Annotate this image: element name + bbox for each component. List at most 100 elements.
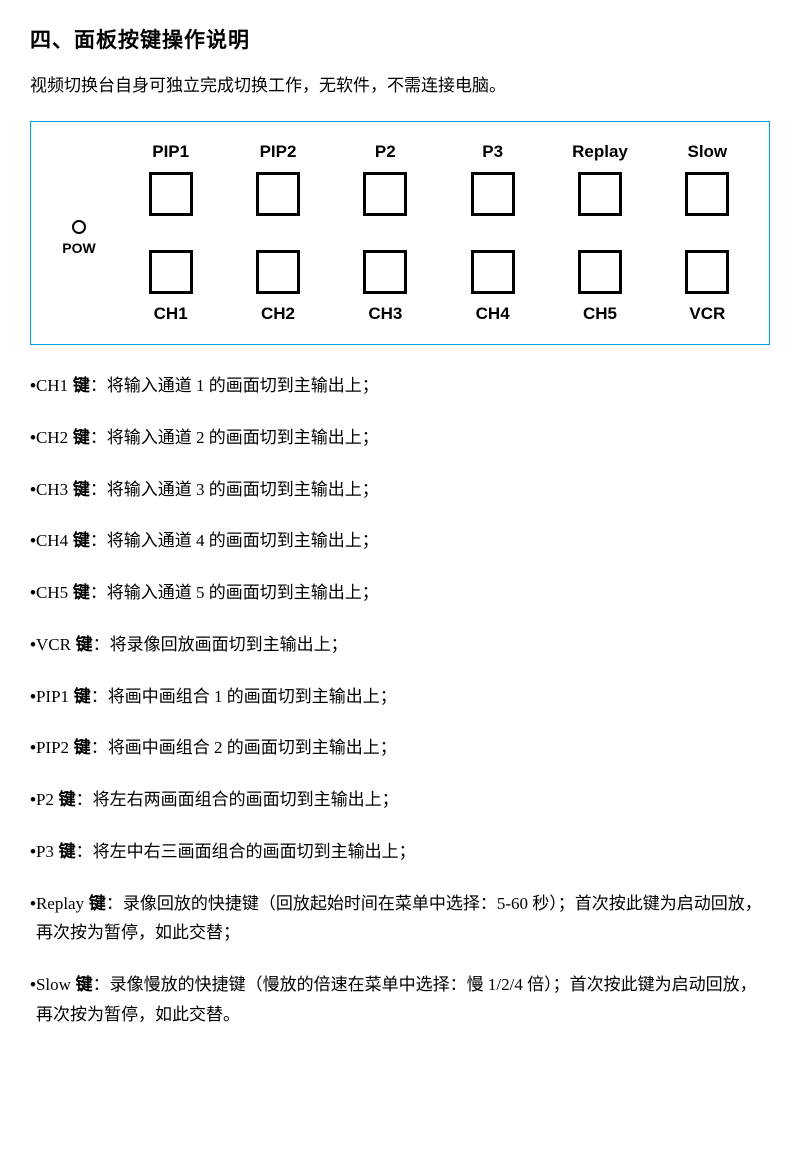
description-body: Replay 键：录像回放的快捷键（回放起始时间在菜单中选择：5-60 秒）；首… bbox=[36, 889, 770, 949]
button-icon bbox=[471, 250, 515, 294]
button-label: P3 bbox=[482, 142, 503, 162]
description-body: CH1 键：将输入通道 1 的画面切到主输出上； bbox=[36, 371, 770, 401]
power-indicator: POW bbox=[49, 220, 109, 256]
description-text: ：将输入通道 5 的画面切到主输出上； bbox=[90, 583, 379, 602]
key-bold-label: 键 bbox=[76, 635, 93, 654]
key-name: VCR bbox=[36, 635, 71, 654]
button-icon bbox=[149, 250, 193, 294]
button-grid: PIP1 PIP2 P2 P3 Replay Slow bbox=[127, 142, 751, 324]
list-item: •CH1 键：将输入通道 1 的画面切到主输出上； bbox=[30, 371, 770, 401]
button-label: VCR bbox=[689, 304, 725, 324]
button-icon bbox=[685, 250, 729, 294]
description-text: ：将画中画组合 1 的画面切到主输出上； bbox=[91, 687, 397, 706]
button-label: CH3 bbox=[368, 304, 402, 324]
description-body: Slow 键：录像慢放的快捷键（慢放的倍速在菜单中选择：慢 1/2/4 倍）；首… bbox=[36, 970, 770, 1030]
button-icon bbox=[256, 250, 300, 294]
description-body: P3 键：将左中右三画面组合的画面切到主输出上； bbox=[36, 837, 770, 867]
key-name: CH5 bbox=[36, 583, 68, 602]
button-icon bbox=[256, 172, 300, 216]
button-label: CH5 bbox=[583, 304, 617, 324]
list-item: •CH5 键：将输入通道 5 的画面切到主输出上； bbox=[30, 578, 770, 608]
list-item: •P2 键：将左右两画面组合的画面切到主输出上； bbox=[30, 785, 770, 815]
key-bold-label: 键 bbox=[73, 480, 90, 499]
panel-button-ch1: CH1 bbox=[127, 250, 214, 324]
panel-button-ch5: CH5 bbox=[556, 250, 643, 324]
panel-button-pip1: PIP1 bbox=[127, 142, 214, 216]
description-body: P2 键：将左右两画面组合的画面切到主输出上； bbox=[36, 785, 770, 815]
button-label: Slow bbox=[687, 142, 727, 162]
key-bold-label: 键 bbox=[59, 842, 76, 861]
description-body: CH4 键：将输入通道 4 的画面切到主输出上； bbox=[36, 526, 770, 556]
button-label: PIP1 bbox=[152, 142, 189, 162]
key-name: P2 bbox=[36, 790, 54, 809]
button-icon bbox=[149, 172, 193, 216]
list-item: •PIP1 键：将画中画组合 1 的画面切到主输出上； bbox=[30, 682, 770, 712]
description-text: ：将左中右三画面组合的画面切到主输出上； bbox=[76, 842, 416, 861]
panel-button-ch4: CH4 bbox=[449, 250, 536, 324]
button-label: Replay bbox=[572, 142, 628, 162]
button-icon bbox=[471, 172, 515, 216]
key-name: CH2 bbox=[36, 428, 68, 447]
key-name: P3 bbox=[36, 842, 54, 861]
button-label: P2 bbox=[375, 142, 396, 162]
panel-button-p3: P3 bbox=[449, 142, 536, 216]
section-title: 四、面板按键操作说明 bbox=[30, 24, 770, 54]
key-name: PIP1 bbox=[36, 687, 69, 706]
key-description-list: •CH1 键：将输入通道 1 的画面切到主输出上； •CH2 键：将输入通道 2 … bbox=[30, 371, 770, 1030]
button-label: PIP2 bbox=[260, 142, 297, 162]
power-led-icon bbox=[72, 220, 86, 234]
list-item: •CH4 键：将输入通道 4 的画面切到主输出上； bbox=[30, 526, 770, 556]
list-item: •PIP2 键：将画中画组合 2 的画面切到主输出上； bbox=[30, 733, 770, 763]
key-name: Replay bbox=[36, 894, 84, 913]
panel-button-slow: Slow bbox=[664, 142, 751, 216]
panel-button-vcr: VCR bbox=[664, 250, 751, 324]
description-body: PIP1 键：将画中画组合 1 的画面切到主输出上； bbox=[36, 682, 770, 712]
description-body: PIP2 键：将画中画组合 2 的画面切到主输出上； bbox=[36, 733, 770, 763]
button-icon bbox=[363, 172, 407, 216]
key-bold-label: 键 bbox=[73, 428, 90, 447]
key-bold-label: 键 bbox=[59, 790, 76, 809]
key-name: PIP2 bbox=[36, 738, 69, 757]
key-name: CH4 bbox=[36, 531, 68, 550]
description-body: CH2 键：将输入通道 2 的画面切到主输出上； bbox=[36, 423, 770, 453]
list-item: •CH3 键：将输入通道 3 的画面切到主输出上； bbox=[30, 475, 770, 505]
panel-button-ch2: CH2 bbox=[234, 250, 321, 324]
description-text: ：录像回放的快捷键（回放起始时间在菜单中选择：5-60 秒）；首次按此键为启动回… bbox=[36, 894, 762, 943]
button-icon bbox=[578, 172, 622, 216]
key-bold-label: 键 bbox=[74, 687, 91, 706]
description-body: VCR 键：将录像回放画面切到主输出上； bbox=[36, 630, 770, 660]
list-item: •CH2 键：将输入通道 2 的画面切到主输出上； bbox=[30, 423, 770, 453]
key-name: CH1 bbox=[36, 376, 68, 395]
button-icon bbox=[685, 172, 729, 216]
description-body: CH5 键：将输入通道 5 的画面切到主输出上； bbox=[36, 578, 770, 608]
panel-button-pip2: PIP2 bbox=[234, 142, 321, 216]
description-text: ：将左右两画面组合的画面切到主输出上； bbox=[76, 790, 399, 809]
description-text: ：将画中画组合 2 的画面切到主输出上； bbox=[91, 738, 397, 757]
key-bold-label: 键 bbox=[73, 531, 90, 550]
key-bold-label: 键 bbox=[73, 583, 90, 602]
key-bold-label: 键 bbox=[74, 738, 91, 757]
key-name: Slow bbox=[36, 975, 71, 994]
description-text: ：将输入通道 4 的画面切到主输出上； bbox=[90, 531, 379, 550]
description-text: ：录像慢放的快捷键（慢放的倍速在菜单中选择：慢 1/2/4 倍）；首次按此键为启… bbox=[36, 975, 757, 1024]
power-label: POW bbox=[62, 240, 95, 256]
description-body: CH3 键：将输入通道 3 的画面切到主输出上； bbox=[36, 475, 770, 505]
key-bold-label: 键 bbox=[73, 376, 90, 395]
panel-button-ch3: CH3 bbox=[342, 250, 429, 324]
description-text: ：将输入通道 2 的画面切到主输出上； bbox=[90, 428, 379, 447]
button-label: CH4 bbox=[476, 304, 510, 324]
panel-diagram: POW PIP1 PIP2 P2 P3 Replay bbox=[30, 121, 770, 345]
list-item: •Replay 键：录像回放的快捷键（回放起始时间在菜单中选择：5-60 秒）；… bbox=[30, 889, 770, 949]
description-text: ：将输入通道 1 的画面切到主输出上； bbox=[90, 376, 379, 395]
list-item: •VCR 键：将录像回放画面切到主输出上； bbox=[30, 630, 770, 660]
intro-paragraph: 视频切换台自身可独立完成切换工作，无软件，不需连接电脑。 bbox=[30, 72, 770, 99]
button-icon bbox=[578, 250, 622, 294]
key-bold-label: 键 bbox=[89, 894, 106, 913]
key-bold-label: 键 bbox=[76, 975, 93, 994]
list-item: •Slow 键：录像慢放的快捷键（慢放的倍速在菜单中选择：慢 1/2/4 倍）；… bbox=[30, 970, 770, 1030]
button-icon bbox=[363, 250, 407, 294]
button-label: CH1 bbox=[154, 304, 188, 324]
description-text: ：将输入通道 3 的画面切到主输出上； bbox=[90, 480, 379, 499]
panel-button-p2: P2 bbox=[342, 142, 429, 216]
key-name: CH3 bbox=[36, 480, 68, 499]
